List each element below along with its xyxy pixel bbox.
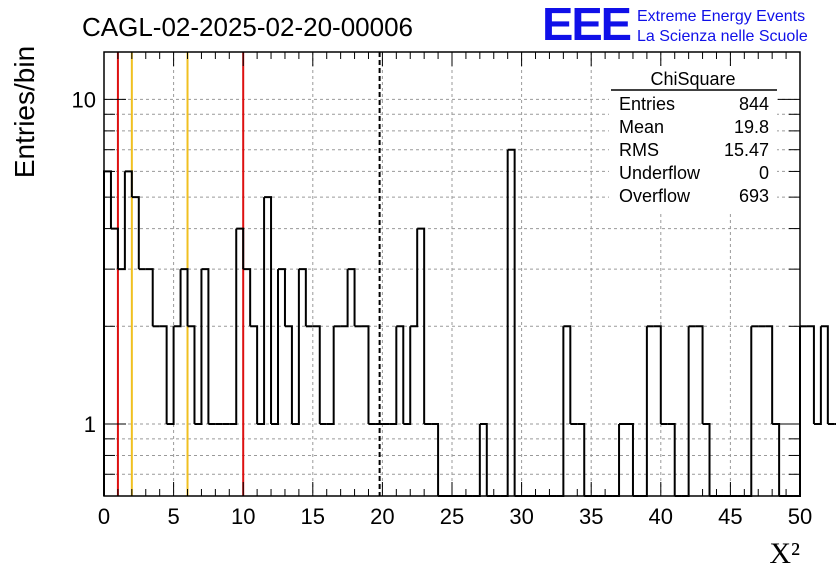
histogram-bin [312,325,321,424]
histogram-bin [117,171,126,271]
stats-value-overflow: 693 [739,186,769,206]
histogram-bin [110,227,119,270]
histogram-bin [612,423,621,497]
axis-ticks: 0 5 10 15 20 25 30 35 40 45 50 1 10 [72,52,812,529]
histogram-bin [271,269,279,425]
histogram-bin [472,423,481,497]
stats-label-rms: RMS [619,140,659,160]
histogram-bin [410,228,419,328]
histogram-bin [361,325,370,424]
histogram-bin [250,325,259,424]
histogram-bin [131,196,140,270]
histogram-bin [326,326,335,425]
histogram-bin [626,422,634,496]
histogram-bin [159,325,168,424]
histogram-bin [765,325,774,424]
histogram-bin [772,422,781,496]
stats-value-underflow: 0 [759,163,769,183]
histogram-bin [124,170,133,198]
histogram-bin [257,197,266,425]
histogram-bin [180,268,189,327]
stats-label-overflow: Overflow [619,186,691,206]
histogram-bin [806,325,815,424]
histogram-bin [187,325,196,424]
histogram-bin [417,227,426,424]
histogram-bin [479,422,488,496]
histogram-bin [500,149,509,497]
x-tick-label: 25 [440,504,464,529]
stats-value-rms: 15.47 [724,140,769,160]
x-tick-label: 45 [718,504,742,529]
stats-value-mean: 19.8 [734,117,769,137]
histogram-bin [201,268,210,424]
histogram-bin [702,422,711,496]
histogram-bin [389,326,398,425]
x-tick-label: 0 [98,504,110,529]
reference-lines [116,52,381,496]
y-axis-title: Entries/bin [9,46,40,178]
histogram-bin [264,196,273,424]
histogram-bin [236,227,245,270]
x-tick-label: 35 [579,504,603,529]
histogram-bin [793,326,801,497]
histogram-bin [278,268,286,327]
y-tick-label: 10 [72,87,96,112]
run-title: CAGL-02-2025-02-20-00006 [82,12,413,42]
histogram-bin [820,325,829,424]
histogram-bin [431,422,440,496]
histogram-bin [507,148,516,496]
stats-label-mean: Mean [619,117,664,137]
x-tick-label: 30 [509,504,533,529]
histogram-bin [695,325,704,424]
x-tick-label: 10 [231,504,255,529]
histogram-bin [563,325,572,424]
x-tick-label: 20 [370,504,394,529]
histogram-bin [229,228,238,425]
histogram-bin [681,326,690,497]
histogram-bin [667,422,676,496]
x-tick-label: 50 [788,504,812,529]
stats-title: ChiSquare [650,69,735,89]
project-name-line1: Extreme Energy Events [637,8,805,25]
histogram-bin [298,268,307,327]
histogram-bin [173,269,182,328]
histogram-bin [243,268,252,327]
x-axis-title: X² [769,537,800,570]
stats-label-entries: Entries [619,94,675,114]
histogram-bin [403,326,412,425]
stats-box: ChiSquare Entries 844 Mean 19.8 RMS 15.4… [609,66,777,214]
histogram-bin [653,325,662,424]
histogram-bin [813,326,822,425]
histogram-bin [347,268,356,327]
histogram-bin [145,268,154,327]
histogram-bin [340,269,349,328]
histogram-bin [194,269,203,425]
x-tick-label: 15 [301,504,325,529]
project-name-line2: La Scienza nelle Scuole [637,28,808,45]
histogram-bin [744,326,753,497]
histogram-bin [103,170,112,496]
stats-value-entries: 844 [739,94,769,114]
stats-label-underflow: Underflow [619,163,701,183]
eee-logo: EEE [542,0,630,50]
histogram-bin [166,326,175,425]
histogram-bin [556,326,565,497]
x-tick-label: 5 [167,504,179,529]
y-tick-label: 1 [84,412,96,437]
histogram-bin [396,325,405,424]
histogram-bin [639,326,648,497]
x-tick-label: 40 [649,504,673,529]
histogram-bin [577,422,586,496]
histogram-bin [291,269,300,425]
histogram-bin [284,325,293,424]
